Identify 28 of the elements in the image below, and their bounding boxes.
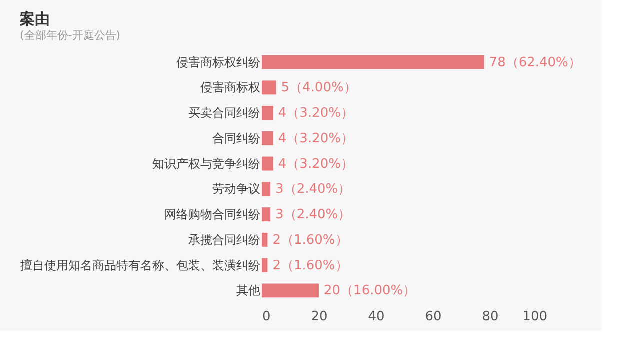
data-label: 20（16.00%） — [324, 284, 416, 299]
data-label: 4（3.20%） — [278, 156, 354, 172]
data-label: 3（2.40%） — [276, 208, 352, 223]
y-tick-label: 侵害商标权纠纷 — [176, 55, 260, 70]
y-tick-label: 擅自使用知名商品特有名称、包装、装潢纠纷 — [20, 258, 260, 272]
x-tick-label: 80 — [482, 310, 499, 324]
y-tick-label: 知识产权与竞争纠纷 — [152, 156, 260, 171]
y-tick-label: 其他 — [236, 284, 260, 298]
text: 案由 — [19, 10, 50, 28]
data-label: 4（3.20%） — [278, 106, 354, 122]
y-tick-label: 网络购物合同纠纷 — [164, 208, 260, 222]
y-tick-label: 侵害商标权 — [200, 80, 260, 95]
x-tick-label: 40 — [368, 310, 385, 324]
x-tick-label: 100 — [522, 310, 548, 324]
x-tick-label: 20 — [311, 310, 328, 324]
data-label: 2（1.60%） — [272, 232, 348, 248]
x-tick-label: 0 — [262, 310, 271, 324]
data-label: 4（3.20%） — [278, 131, 354, 146]
text: (全部年份-开庭公告) — [20, 29, 121, 42]
data-label: 2（1.60%） — [272, 258, 348, 274]
y-tick-label: 买卖合同纠纷 — [188, 106, 260, 120]
y-tick-label: 承揽合同纠纷 — [188, 232, 260, 247]
data-label: 3（2.40%） — [276, 182, 352, 198]
y-tick-label: 劳动争议 — [212, 182, 260, 196]
y-tick-label: 合同纠纷 — [212, 131, 260, 146]
data-label: 5（4.00%） — [281, 80, 357, 96]
x-tick-label: 60 — [425, 310, 442, 324]
data-label: 78（62.40%） — [489, 55, 582, 70]
